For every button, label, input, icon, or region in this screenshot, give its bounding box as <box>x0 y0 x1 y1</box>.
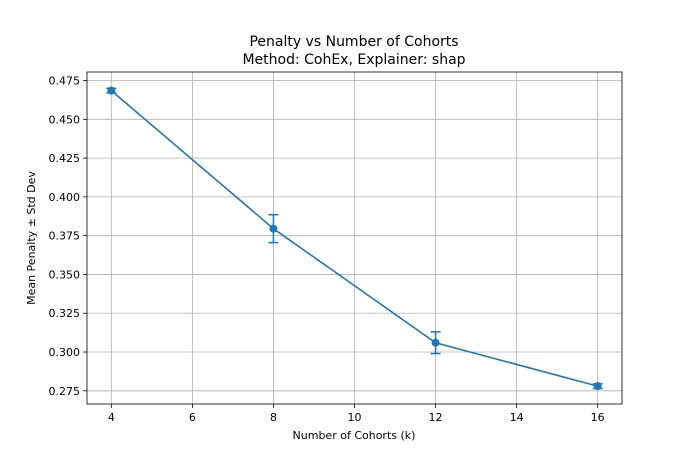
x-tick-label: 12 <box>429 411 443 424</box>
x-tick-label: 16 <box>591 411 605 424</box>
data-point <box>107 86 116 95</box>
data-point <box>431 338 440 347</box>
grid <box>87 72 622 404</box>
chart-title: Penalty vs Number of Cohorts <box>249 34 458 50</box>
series-line <box>110 90 598 387</box>
chart-subtitle: Method: CohEx, Explainer: shap <box>242 52 465 68</box>
x-tick-label: 10 <box>348 411 362 424</box>
axis-ticks: 4 6 8 10 12 14 16 0.275 0.300 0.325 0.350 0.375 0.40… <box>49 75 605 424</box>
y-tick-label: 0.475 <box>49 75 81 88</box>
plot-frame <box>86 71 623 405</box>
x-tick-label: 14 <box>510 411 524 424</box>
data-point <box>593 382 602 391</box>
x-tick-label: 8 <box>270 411 277 424</box>
y-tick-label: 0.325 <box>49 307 81 320</box>
y-tick-label: 0.450 <box>49 113 81 126</box>
y-tick-label: 0.300 <box>49 346 81 359</box>
y-axis-label: Mean Penalty ± Std Dev <box>25 171 38 305</box>
x-axis-label: Number of Cohorts (k) <box>293 429 416 442</box>
x-tick-label: 6 <box>189 411 196 424</box>
x-tick-label: 4 <box>108 411 115 424</box>
y-tick-label: 0.400 <box>49 191 81 204</box>
y-tick-label: 0.425 <box>49 152 81 165</box>
y-tick-label: 0.275 <box>49 385 81 398</box>
y-tick-label: 0.350 <box>49 268 81 281</box>
series-layer <box>106 86 603 391</box>
data-point <box>269 224 278 233</box>
y-tick-label: 0.375 <box>49 230 81 243</box>
